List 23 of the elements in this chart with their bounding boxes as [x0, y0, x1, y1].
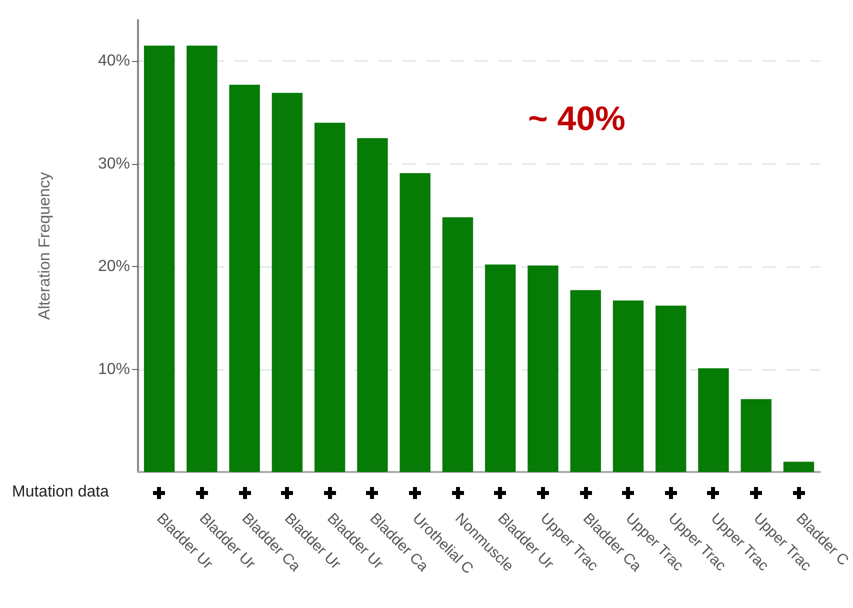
text: Mutation data [12, 484, 110, 500]
bar [144, 46, 175, 472]
bar [485, 264, 516, 472]
bar [783, 462, 814, 472]
bar [400, 173, 430, 472]
bar [442, 217, 474, 472]
bar [314, 122, 346, 472]
bar [357, 138, 388, 472]
bar [186, 46, 218, 472]
bar [740, 399, 772, 472]
y-axis-title: Alteration Frequency [36, 172, 54, 320]
bar [272, 92, 303, 472]
bar [570, 290, 601, 472]
bar [528, 266, 558, 472]
bar [656, 306, 686, 472]
y-tick-label: 40% [98, 52, 130, 70]
bar [229, 84, 260, 472]
bar [698, 368, 729, 472]
y-tick-label: 10% [98, 360, 130, 378]
y-tick-label: 20% [98, 258, 130, 276]
bar [612, 300, 644, 472]
y-tick-label: 30% [98, 155, 130, 172]
annotation: ~ 40% [528, 100, 626, 138]
